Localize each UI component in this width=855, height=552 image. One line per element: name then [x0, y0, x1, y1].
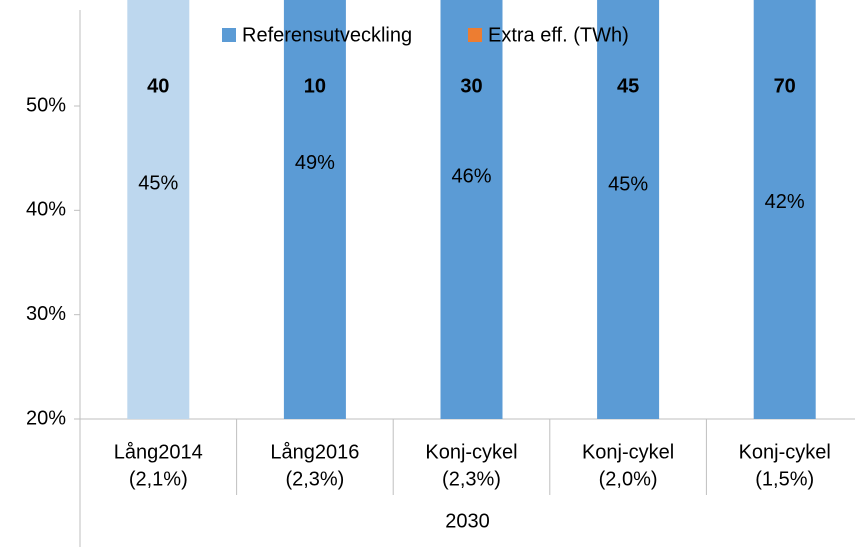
legend-label: Referensutveckling	[242, 24, 412, 46]
value-label: 45%	[608, 174, 648, 196]
x-tick-label: Lång2016	[270, 441, 359, 463]
bar-segment	[597, 0, 660, 419]
top-label: 10	[304, 75, 326, 97]
y-tick-label: 20%	[26, 407, 66, 429]
x-tick-sublabel: (2,3%)	[285, 468, 344, 490]
x-tick-sublabel: (2,0%)	[599, 468, 658, 490]
x-tick-sublabel: (2,3%)	[442, 468, 501, 490]
bar-segment	[127, 0, 190, 419]
x-tick-label: Konj-cykel	[425, 441, 517, 463]
bar-segment	[283, 0, 346, 419]
group-label: 2030	[445, 510, 490, 532]
x-tick-sublabel: (1,5%)	[755, 468, 814, 490]
x-tick-label: Lång2014	[114, 441, 203, 463]
x-tick-sublabel: (2,1%)	[129, 468, 188, 490]
top-label: 30	[460, 75, 482, 97]
top-label: 70	[774, 75, 796, 97]
y-tick-label: 40%	[26, 199, 66, 221]
bar-segment	[753, 0, 816, 420]
y-tick-label: 30%	[26, 303, 66, 325]
legend-swatch	[468, 28, 482, 42]
legend-label: Extra eff. (TWh)	[488, 24, 629, 46]
legend-swatch	[222, 28, 236, 42]
top-label: 40	[147, 75, 169, 97]
value-label: 42%	[765, 191, 805, 213]
y-tick-label: 50%	[26, 94, 66, 116]
value-label: 46%	[451, 166, 491, 188]
value-label: 49%	[295, 152, 335, 174]
x-tick-label: Konj-cykel	[739, 441, 831, 463]
top-label: 45	[617, 75, 639, 97]
value-label: 45%	[138, 173, 178, 195]
bar-segment	[440, 0, 503, 419]
x-tick-label: Konj-cykel	[582, 441, 674, 463]
